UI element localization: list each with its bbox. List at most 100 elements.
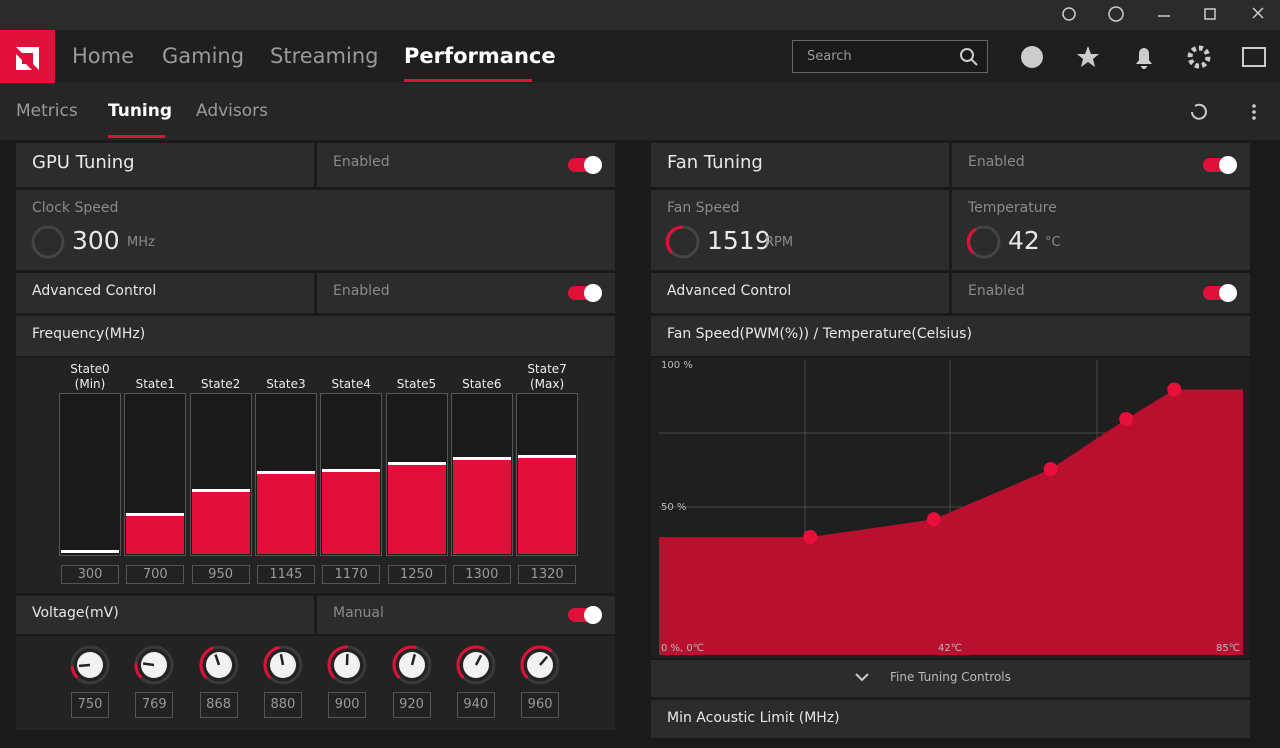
state-slot[interactable] [450,393,513,556]
freq-value: 300 [61,565,119,584]
gpu-status-cell: Enabled [317,143,615,187]
volt-knob[interactable] [68,643,112,687]
state-slot[interactable] [254,393,317,556]
state-label: State1 [135,377,175,391]
state-slot[interactable] [385,393,448,556]
fan-curve-point[interactable] [1119,412,1134,426]
fan-speed-cell: Fan Speed 1519 RPM [651,190,949,270]
volt-mode: Manual [333,605,384,621]
volt-knob[interactable] [325,643,369,687]
search-box[interactable]: Search [792,40,988,73]
state-slot[interactable] [189,393,252,556]
sub-nav-item[interactable]: Tuning [108,101,173,121]
sub-nav-item[interactable]: Metrics [16,101,78,121]
gpu-title-cell: GPU Tuning [16,143,314,187]
fan-curve-point[interactable] [1167,382,1182,397]
fan-speed-value: 1519 [707,226,771,255]
help-icon[interactable] [1108,6,1124,22]
volt-mode-cell: Manual [317,596,615,634]
sub-nav-item[interactable]: Advisors [196,101,269,121]
layout-icon[interactable] [1242,47,1266,67]
fan-status-cell: Enabled [952,143,1250,187]
bell-icon[interactable] [1136,48,1152,69]
clock-unit: MHz [127,235,155,250]
state-slot[interactable] [516,393,579,556]
toggle[interactable] [568,284,602,302]
freq-bar [322,468,381,554]
fan-chart: 100 % 50 % 0 %, 0℃ 42℃ 85℃ [651,358,1250,658]
state-label: State0 (Min) [70,362,110,391]
toggle[interactable] [1203,284,1237,302]
knob-pointer [474,654,483,666]
fine-tuning-row[interactable]: Fine Tuning Controls [651,660,1250,697]
logo[interactable] [0,30,55,83]
nav-item[interactable]: Home [72,44,135,68]
volt-value: 940 [456,692,495,718]
knob-pointer [279,653,285,666]
fan-adv-cell: Advanced Control [651,273,949,313]
fan-chart-title: Fan Speed(PWM(%)) / Temperature(Celsius) [667,326,972,342]
sub-underline [108,135,165,138]
settings-icon[interactable] [1187,45,1211,69]
axis-label: 0 %, 0℃ [661,643,704,654]
search-placeholder: Search [807,49,852,64]
nav-item[interactable]: Gaming [162,44,245,68]
fan-curve-point[interactable] [926,512,941,527]
fan-adv-status: Enabled [968,283,1025,299]
freq-bar [452,456,511,554]
freq-bar [518,455,577,554]
nav-item[interactable]: Streaming [270,44,379,68]
toggle[interactable] [1203,156,1237,174]
freq-bar [256,471,315,554]
freq-value: 1300 [452,565,511,584]
volt-knob[interactable] [390,643,434,687]
sub-icons [1191,103,1256,120]
freq-value: 1250 [387,565,446,584]
fine-tuning-label: Fine Tuning Controls [890,670,1011,684]
globe-icon[interactable] [1021,46,1043,68]
nav-item[interactable]: Performance [404,44,556,68]
volt-knob[interactable] [132,643,176,687]
reset-icon[interactable] [1191,103,1207,120]
knob-arc [392,645,417,679]
freq-value: 1320 [518,565,577,584]
sub-nav [0,83,1280,140]
state-label: State3 [266,377,306,391]
debug-icon[interactable] [1062,7,1076,21]
window-controls [1062,6,1264,22]
fan-curve-point[interactable] [803,530,818,544]
volt-area: 750 769 868 880 900 920 940 960 [16,636,615,730]
knob-arc [327,645,348,679]
adv-cell: Advanced Control [16,273,314,313]
clock-value: 300 [72,226,120,255]
more-icon[interactable] [1252,116,1256,120]
fan-curve-point[interactable] [1043,462,1058,477]
freq-value: 700 [126,565,185,584]
nav-underline [404,79,532,82]
toggle[interactable] [568,156,602,174]
freq-bar [191,489,250,554]
volt-knob[interactable] [261,643,305,687]
freq-bar [387,461,446,554]
knob-arc [263,645,280,679]
knob-arc [456,645,485,679]
close[interactable] [1252,7,1264,19]
state-label: State5 [396,377,437,391]
fan-curve-area [659,389,1243,655]
knob-ring [70,645,110,685]
state-slot[interactable] [320,393,383,556]
knob-pointer [539,655,549,666]
state-slot[interactable] [124,393,187,556]
adv-status: Enabled [333,283,390,299]
fan-title: Fan Tuning [667,152,763,173]
toggle[interactable] [568,606,602,624]
volt-knob[interactable] [454,643,498,687]
star-icon[interactable] [1077,46,1099,67]
volt-knob[interactable] [197,643,241,687]
fan-speed-label: Fan Speed [667,200,740,216]
volt-knob[interactable] [518,643,562,687]
state-slot[interactable] [59,393,121,556]
maximize[interactable] [1204,8,1216,20]
temp-value: 42 [1008,226,1040,255]
freq-value: 950 [191,565,250,584]
